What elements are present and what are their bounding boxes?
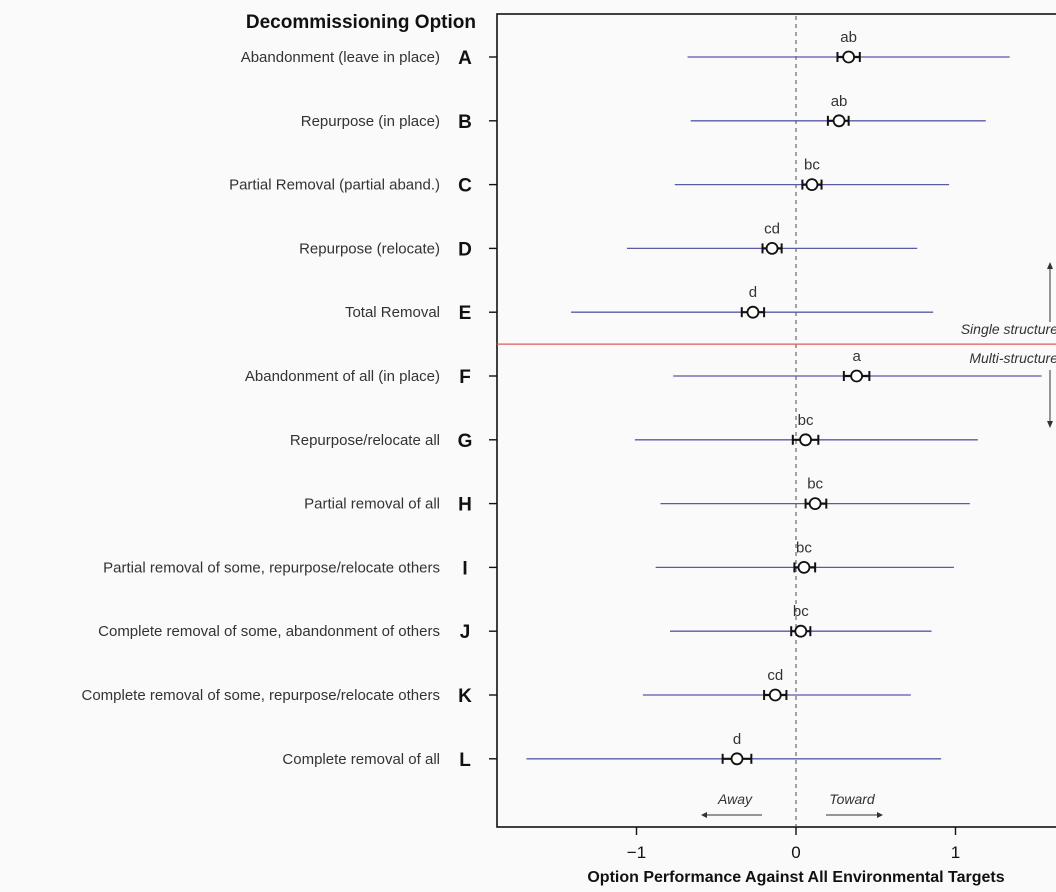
significance-group-label: cd (764, 220, 780, 237)
significance-group-label: ab (840, 29, 857, 46)
significance-group-label: bc (804, 157, 820, 174)
option-label: Complete removal of some, repurpose/relo… (81, 687, 440, 704)
x-tick-label: −1 (627, 843, 646, 862)
estimate-point (746, 305, 760, 319)
option-code: G (458, 431, 473, 452)
plot-panel (496, 13, 1056, 828)
x-tick-label: 0 (791, 843, 800, 862)
significance-group-label: d (749, 284, 757, 301)
significance-group-label: ab (831, 93, 848, 110)
toward-label: Toward (829, 791, 876, 807)
option-label: Partial removal of all (304, 496, 440, 513)
option-label: Partial removal of some, repurpose/reloc… (103, 559, 440, 576)
estimate-marks: ab ab bc cd d a bc bc bc bc cd d (526, 29, 1042, 766)
options-heading: Decommissioning Option (246, 12, 476, 33)
significance-group-label: cd (767, 667, 783, 684)
option-rows: Abandonment (leave in place) A Repurpose (… (81, 48, 497, 771)
option-label: Complete removal of all (282, 751, 440, 768)
significance-group-label: a (852, 348, 861, 365)
option-code: E (459, 303, 472, 324)
estimate-point (850, 369, 864, 383)
estimate-point (797, 561, 811, 574)
estimate-point (805, 178, 819, 192)
estimate-point (808, 497, 822, 511)
option-label: Abandonment (leave in place) (241, 49, 440, 66)
away-label: Away (717, 791, 753, 807)
x-axis: −1 0 1 (627, 827, 960, 862)
option-label: Repurpose/relocate all (290, 432, 440, 449)
option-code: L (459, 750, 471, 771)
x-tick-label: 1 (951, 843, 960, 862)
option-label: Partial Removal (partial aband.) (229, 177, 440, 194)
estimate-point (794, 624, 808, 638)
option-code: H (458, 495, 472, 516)
estimate-point (842, 50, 856, 64)
away-arrowhead (701, 812, 707, 818)
option-code: B (458, 112, 472, 133)
toward-arrowhead (877, 812, 883, 818)
direction-arrows: Away Toward (701, 791, 883, 818)
multi-structure-note: Multi-structure (969, 350, 1056, 366)
estimate-point (832, 114, 846, 128)
estimate-point (765, 241, 779, 255)
significance-group-label: bc (796, 539, 812, 556)
option-label: Repurpose (in place) (301, 113, 440, 130)
significance-group-label: bc (807, 476, 823, 493)
x-axis-label: Option Performance Against All Environme… (587, 869, 1004, 886)
significance-group-label: bc (798, 412, 814, 429)
option-code: J (460, 622, 471, 643)
option-label: Complete removal of some, abandonment of… (98, 623, 440, 640)
option-label: Total Removal (345, 304, 440, 321)
estimate-point (799, 433, 812, 447)
significance-group-label: bc (793, 603, 809, 620)
option-code: C (458, 176, 472, 197)
option-code: K (458, 686, 472, 707)
option-code: F (459, 367, 471, 388)
estimate-point (768, 688, 782, 702)
option-code: A (458, 48, 472, 69)
significance-group-label: d (733, 731, 741, 748)
option-code: D (458, 239, 472, 260)
option-code: I (462, 558, 467, 579)
single-structure-note: Single structure (961, 321, 1056, 337)
multi-structure-arrowhead (1047, 421, 1053, 428)
estimate-point (730, 752, 744, 766)
option-label: Repurpose (relocate) (299, 240, 440, 257)
option-label: Abandonment of all (in place) (245, 368, 440, 385)
single-structure-arrowhead (1047, 262, 1053, 269)
group-notes: Single structure Multi-structure (961, 262, 1056, 428)
